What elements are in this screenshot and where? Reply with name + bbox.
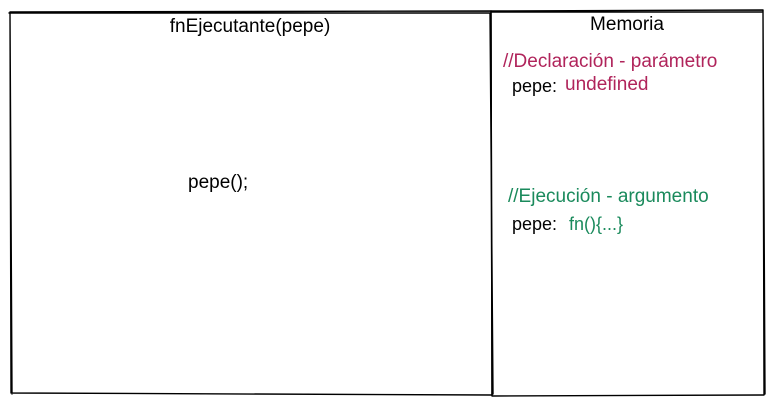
execution-key: pepe: [512, 214, 558, 234]
execution-value: fn(){...} [569, 214, 624, 234]
declaration-comment: //Declaración - parámetro [503, 51, 718, 72]
declaration-value: undefined [565, 74, 649, 95]
execution-comment: //Ejecución - argumento [508, 186, 709, 207]
memory-box [489, 9, 766, 397]
memory-panel-title: Memoria [590, 14, 664, 35]
declaration-key: pepe: [512, 76, 558, 96]
function-panel-title: fnEjecutante(pepe) [169, 16, 331, 37]
function-box [8, 10, 493, 396]
function-call-code: pepe(); [188, 172, 249, 193]
